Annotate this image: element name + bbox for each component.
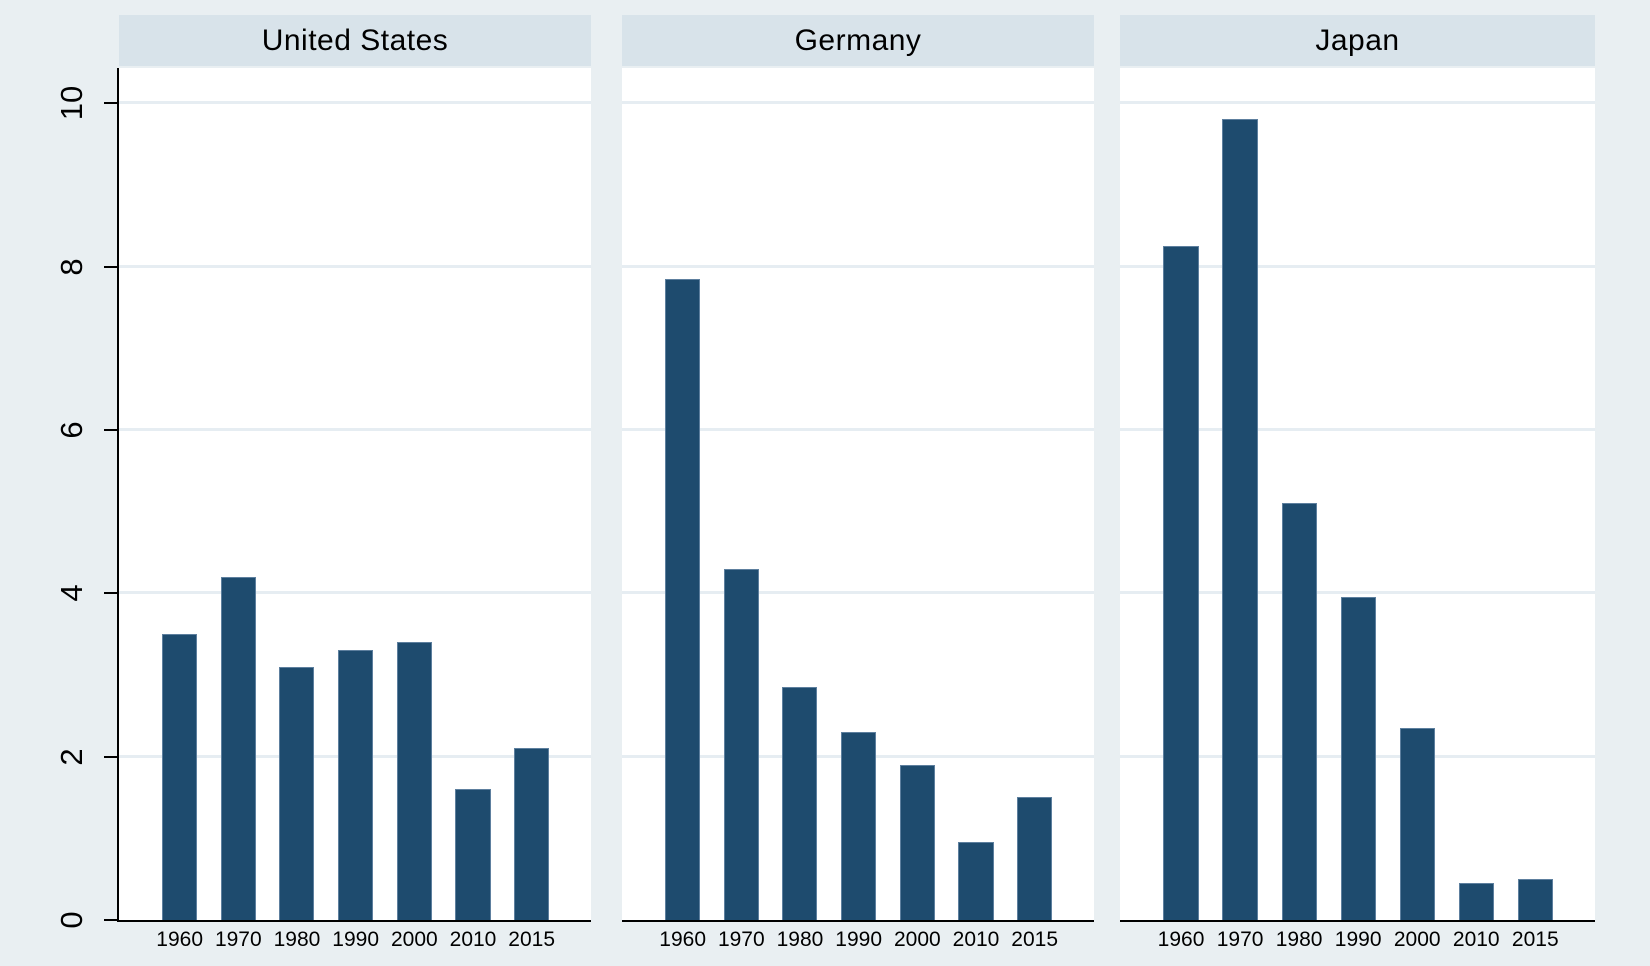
x-tick-label: 1970 [1216,928,1264,951]
x-tick-label: 1980 [776,928,824,951]
bar-2000 [1399,728,1435,920]
x-tick-label: 2015 [508,928,556,951]
x-tick-label: 2000 [1393,928,1441,951]
x-tick-label: 2015 [1511,928,1559,951]
gridline [622,264,1094,268]
y-tick-label: 8 [54,257,89,276]
bar-1980 [1281,503,1317,920]
panel-title: United States [119,15,591,66]
x-tick-label: 2010 [1452,928,1500,951]
y-tick [104,102,118,105]
x-tick-label: 2010 [449,928,497,951]
x-tick-label: 2015 [1011,928,1059,951]
plot-area-germany [622,68,1094,922]
bar-2000 [899,764,935,920]
bar-2015 [514,748,550,920]
y-tick-label: 4 [54,584,89,602]
gridline [622,427,1094,431]
gridline [1120,101,1595,105]
gridline [622,591,1094,595]
panel-japan: Japan 1960 1970 1980 1990 2000 2010 2015 [1120,0,1595,966]
x-tick-label: 2010 [952,928,1000,951]
x-tick-label: 1990 [332,928,380,951]
x-tick-label: 1960 [659,928,706,951]
y-tick [104,428,118,431]
gridline [1120,591,1595,595]
x-tick-label: 1980 [1275,928,1323,951]
panel-title: Japan [1120,15,1595,66]
gridline [622,101,1094,105]
x-tick-label: 1960 [156,928,203,951]
bar-2015 [1517,879,1553,920]
plot-area-japan [1120,68,1595,922]
x-tick-label: 1990 [835,928,883,951]
y-tick-label: 6 [54,421,89,439]
y-tick-label: 0 [54,911,89,929]
bar-1970 [220,576,256,920]
bar-1980 [782,687,818,920]
x-tick-label: 1970 [214,928,262,951]
x-tick-label: 2000 [893,928,941,951]
x-tick-label: 1980 [273,928,321,951]
bar-1990 [338,650,374,920]
bar-1970 [1222,119,1258,920]
y-tick [104,755,118,758]
y-axis-line [117,68,119,922]
bar-2010 [1458,883,1494,920]
bar-1960 [162,634,198,920]
bar-2000 [396,642,432,920]
y-tick-label: 2 [54,748,89,766]
plot-area-united-states [119,68,591,922]
bar-1960 [1163,246,1199,920]
bar-2010 [455,789,491,920]
bar-1970 [723,568,759,920]
y-tick [104,592,118,595]
gridline [119,264,591,268]
bar-1990 [1340,597,1376,920]
bar-2015 [1017,797,1053,920]
bar-1980 [279,666,315,920]
gridline [119,591,591,595]
y-tick [104,265,118,268]
bar-2010 [958,842,994,920]
bar-1990 [841,732,877,920]
x-tick-label: 2000 [390,928,438,951]
gridline [119,427,591,431]
gridline [119,101,591,105]
bar-1960 [665,278,701,920]
x-tick-label: 1960 [1157,928,1205,951]
x-tick-label: 1990 [1334,928,1382,951]
gridline [1120,264,1595,268]
y-tick-label: 10 [54,85,89,121]
panel-united-states: United States 1960 1970 1980 1990 2000 2010 201… [119,0,591,966]
gridline [1120,427,1595,431]
panel-germany: Germany 1960 1970 1980 1990 2000 2010 2015 [622,0,1094,966]
y-tick [104,919,118,921]
x-tick-label: 1970 [717,928,765,951]
panel-title: Germany [622,15,1094,66]
